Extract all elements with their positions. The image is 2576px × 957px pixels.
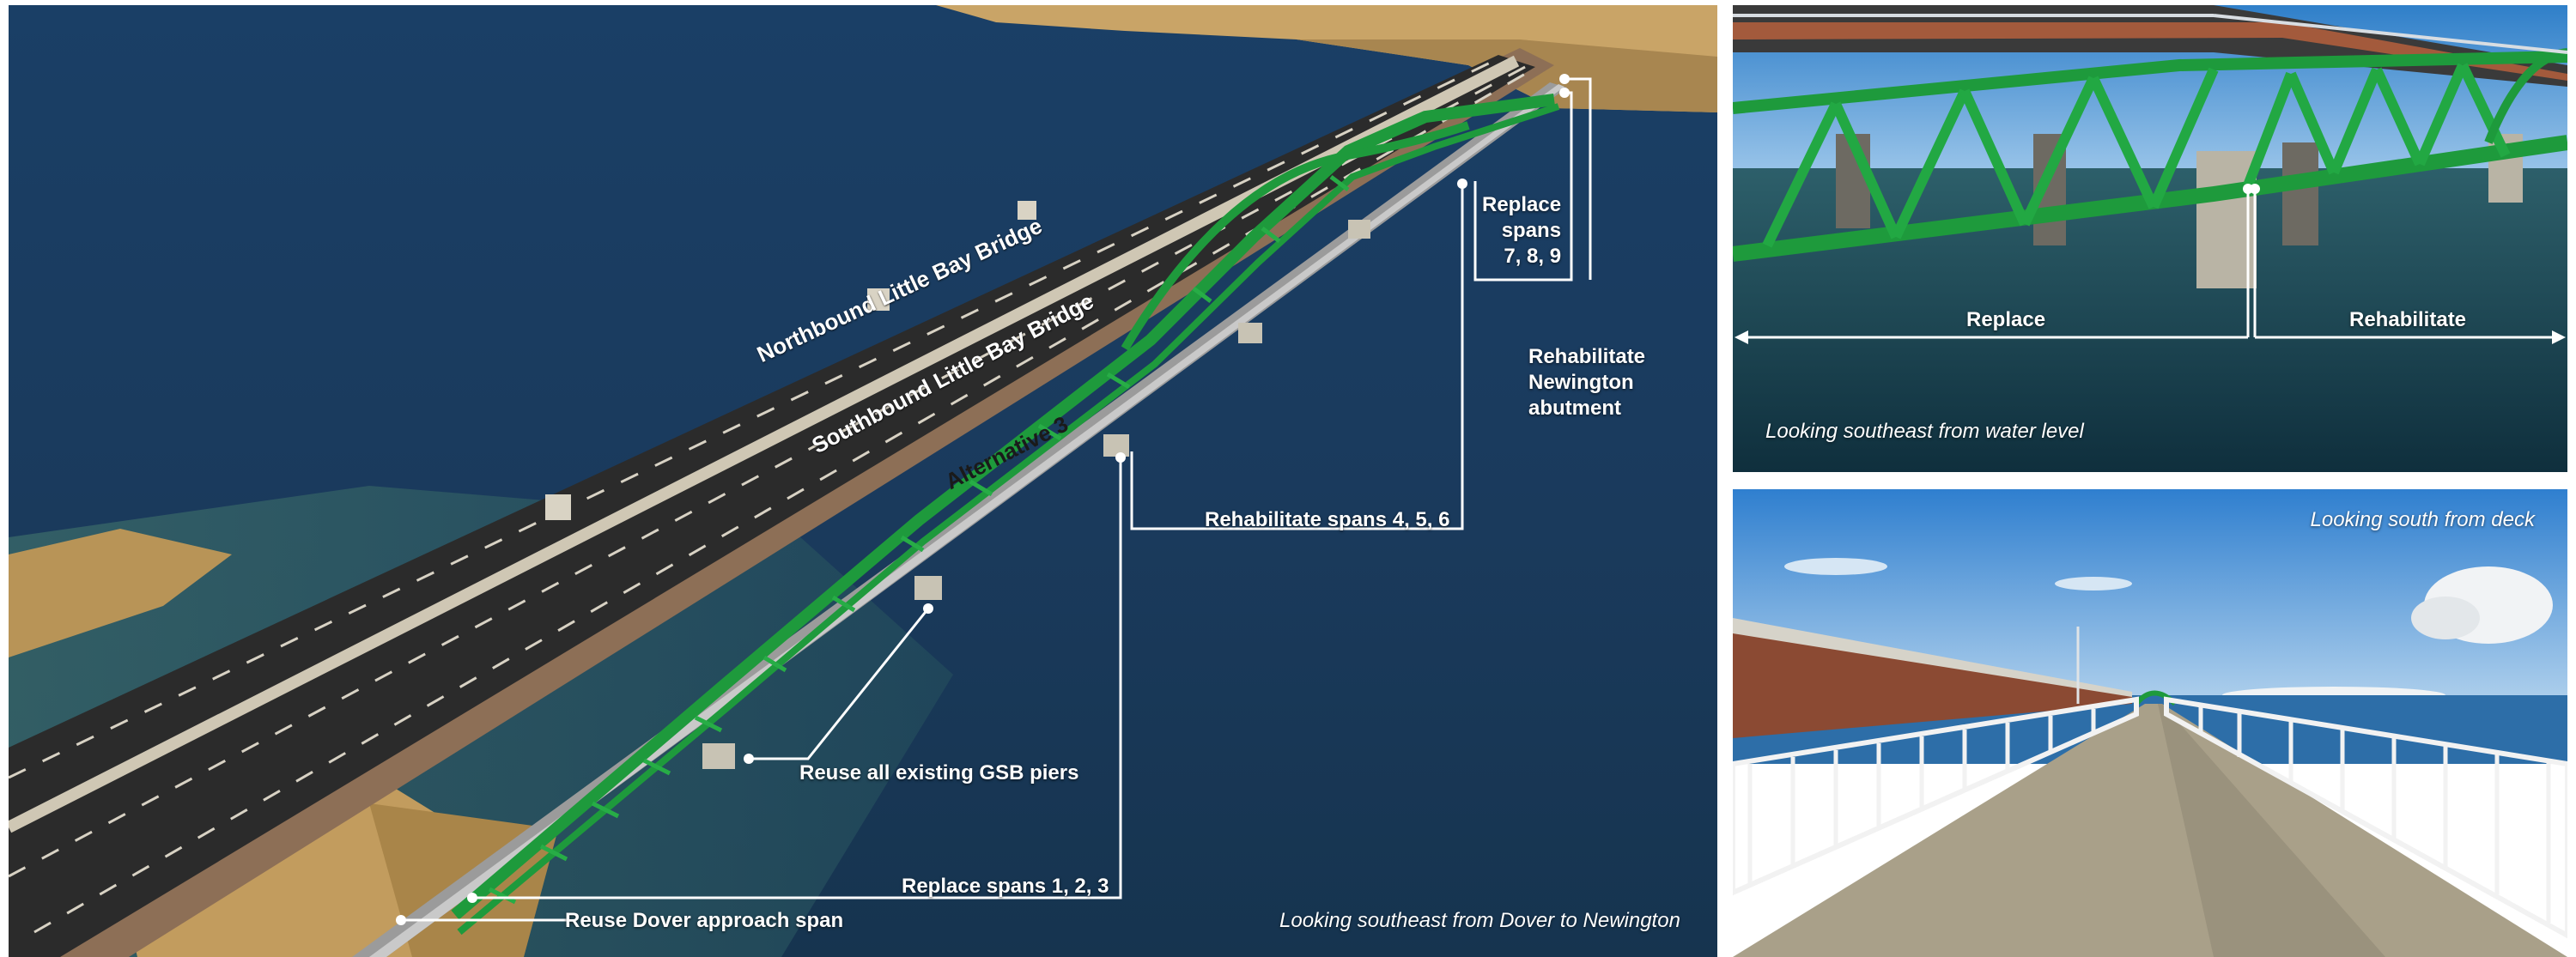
water-level-view-panel: Replace Rehabilitate Looking southeast f…: [1733, 5, 2567, 472]
water-caption: Looking southeast from water level: [1765, 420, 2084, 443]
aerial-view-panel: Northbound Little Bay Bridge Southbound …: [9, 5, 1717, 957]
reuse-piers-label: Reuse all existing GSB piers: [799, 761, 1079, 784]
main-caption: Looking southeast from Dover to Newingto…: [1279, 909, 1680, 932]
replace-spans-1-2-3-label: Replace spans 1, 2, 3: [902, 875, 1109, 898]
rehabilitate-newington-label: Rehabilitate Newington abutment: [1528, 345, 1646, 420]
rehabilitate-label: Rehabilitate: [2349, 308, 2467, 331]
deck-caption: Looking south from deck: [2310, 508, 2535, 531]
water-level-view-image: [1733, 5, 2567, 472]
replace-label: Replace: [1966, 308, 2046, 331]
rehabilitate-spans-4-5-6-label: Rehabilitate spans 4, 5, 6: [1205, 508, 1450, 531]
replace-spans-7-8-9-label: Replace spans 7, 8, 9: [1482, 193, 1562, 268]
reuse-dover-label: Reuse Dover approach span: [565, 909, 844, 932]
aerial-view-image: [9, 5, 1717, 957]
deck-view-image: [1733, 489, 2567, 957]
deck-view-panel: Looking south from deck: [1733, 489, 2567, 957]
